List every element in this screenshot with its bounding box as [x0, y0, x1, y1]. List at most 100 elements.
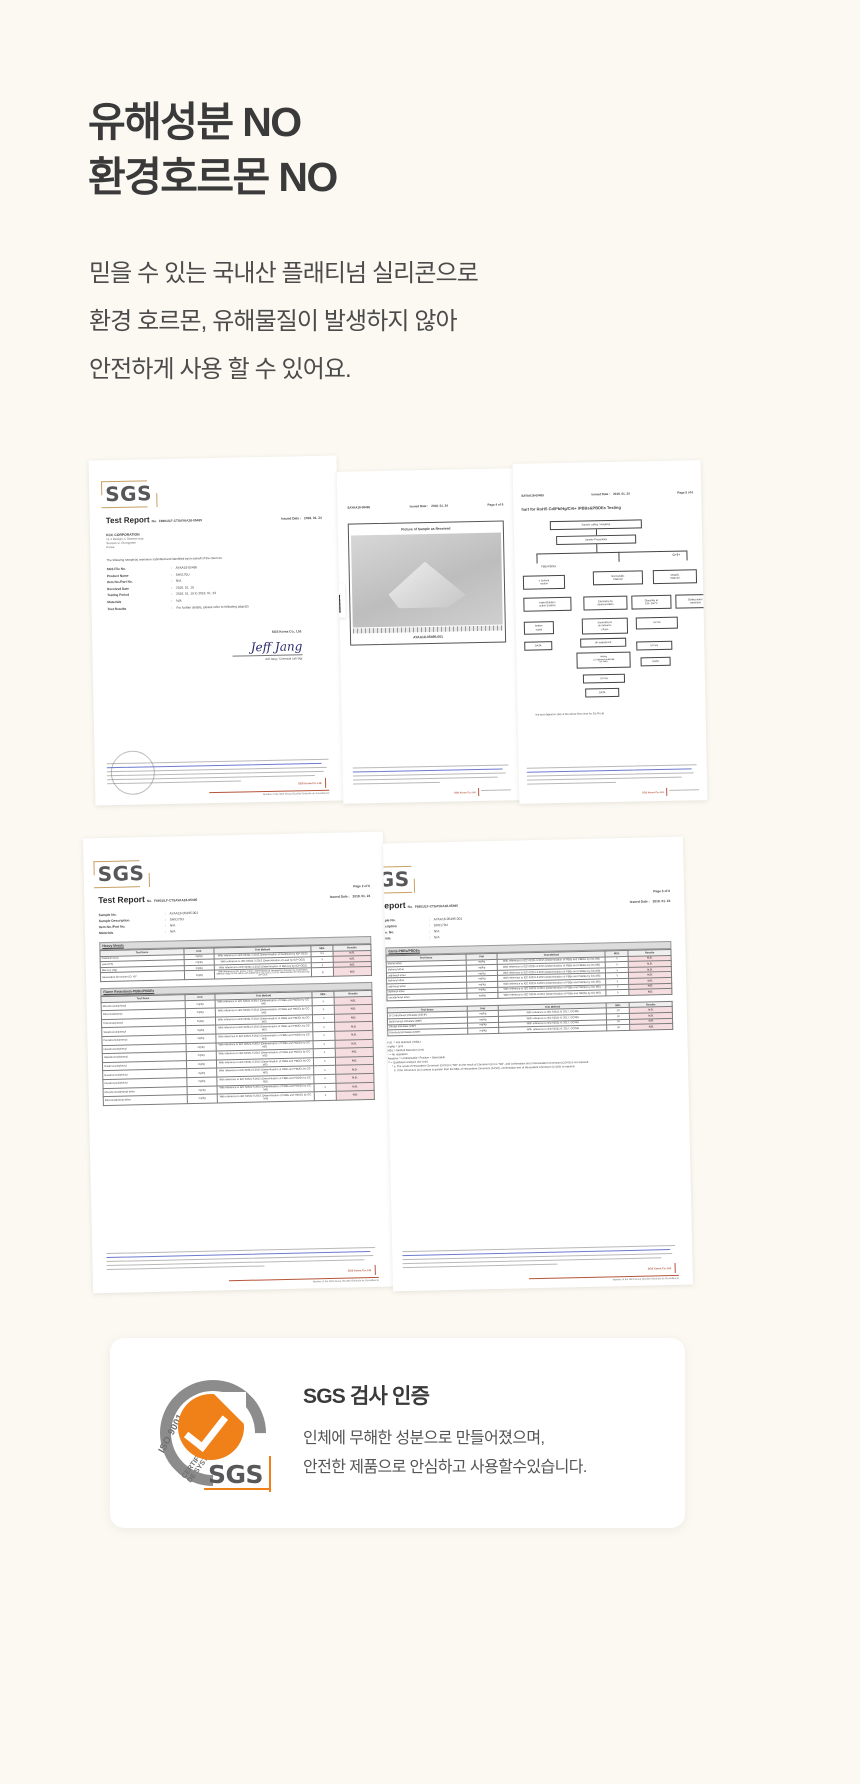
- report-intro: The following sample(s) was/were submitt…: [106, 555, 223, 563]
- cell-item: Dibromodiphenyl ether: [103, 1094, 188, 1106]
- field-label: Product Name: [106, 573, 129, 578]
- pbde-table: Test Items Unit Test Method MDL Results …: [385, 949, 672, 1001]
- sgs-logo-text: SGS: [105, 481, 153, 507]
- cert-title: SGS 검사 인증: [303, 1385, 430, 1408]
- test-report-page-4[interactable]: SAYAA18-05495 Issued Date : 2018. 01. 24…: [336, 468, 522, 804]
- doc3-report-no: SAYAA18-05495: [521, 493, 544, 498]
- cert-text-block: SGS 검사 인증 인체에 무해한 성분으로 만들어졌으며, 안전한 제품으로 …: [303, 1380, 587, 1482]
- flow-node: DATA: [640, 656, 671, 667]
- cell-unit: mg/kg: [466, 992, 499, 999]
- field-label: cription: [384, 924, 397, 929]
- sgs-logo-doc4: SGS: [93, 860, 150, 889]
- cell-method: With reference to IEC 62321-6:2015 (Dete…: [217, 1091, 315, 1103]
- sgs-logo-doc5: GS: [382, 865, 415, 894]
- field-value: For further details, please refer to fol…: [176, 603, 249, 610]
- test-report-page-1[interactable]: SGS Test Report No. F6901/LF-CTSAYAA18-0…: [88, 455, 344, 806]
- report-no: F6901/LF-CTSAYAA18-05495: [158, 518, 202, 524]
- heavy-metals-table: Test Items Unit Test Method MDL Results …: [99, 944, 372, 982]
- doc3-footer-legal: [526, 764, 699, 787]
- field-label: SGS File No.: [106, 566, 126, 572]
- field-value: N/A: [433, 929, 440, 934]
- field-value: AYAA18-05495: [175, 565, 198, 570]
- flow-node: tration/Dilution action Solution: [523, 596, 572, 612]
- flow-node: DATA: [585, 687, 620, 698]
- photo-label: AYAA18-05495.001: [413, 634, 444, 640]
- field-label: o. No.: [384, 930, 395, 935]
- body-line-2: 환경 호르몬, 유해물질이 발생하지 않아: [89, 308, 458, 335]
- cell-item: Diisobutyl phthalate (DIBP): [387, 1028, 468, 1036]
- field-value: SH5170U: [175, 572, 190, 577]
- field-label: Sample Description: [98, 918, 130, 924]
- cell-result: N.D.: [629, 988, 672, 996]
- issued-date: 2018. 01. 24: [303, 515, 322, 521]
- report-no-label: No.: [146, 898, 153, 904]
- sgs-vertical-rule: [269, 1456, 271, 1492]
- cell-mdl: 8: [311, 967, 334, 977]
- flow-node: Dissolving by ultrasonication: [583, 595, 628, 611]
- cell-result: N.D.: [336, 1090, 375, 1100]
- cell-mdl: 5: [606, 989, 630, 996]
- body-line-3: 안전하게 사용 할 수 있어요.: [89, 356, 352, 383]
- cell-method: With reference to IEC 62321-8: 2017, GC/…: [498, 1025, 608, 1034]
- headline-line-2: 환경호르몬 NO: [88, 154, 338, 200]
- flow-node: Cr 6+: [672, 552, 681, 557]
- sgs-logo-doc1: SGS: [100, 480, 158, 509]
- field-label: Test Results: [107, 606, 127, 611]
- field-value: N/A: [169, 929, 176, 934]
- doc4-page: Page 2 of 6: [353, 883, 371, 889]
- flame-retardants-table: Test Items Unit Test Method MDL Results …: [100, 990, 375, 1106]
- report-no: F6901/LF-CTSAYAA18-05495: [154, 897, 198, 903]
- footer-company: SGS Korea Co.,Ltd.: [647, 1266, 672, 1271]
- sgs-logo-text: SGS: [97, 861, 145, 887]
- issued-label: Issued Date :: [329, 894, 350, 899]
- sgs-logo-text: GS: [382, 866, 410, 892]
- issued-date: 2018. 01. 24: [652, 898, 671, 904]
- flow-node: PBBs/PBDEs: [524, 562, 573, 572]
- cell-result: N.D.: [333, 966, 372, 977]
- field-label: Received Date: [107, 586, 129, 591]
- report-no-label: No.: [151, 519, 157, 524]
- test-report-page-3[interactable]: GS eport No. F6901/LF-CTSAYAA18-05495 Is…: [382, 836, 694, 1292]
- report-no-label: No.: [407, 904, 413, 909]
- body-copy-block: 믿을 수 있는 국내산 플래티넘 실리콘으로 환경 호르몬, 유해물질이 발생하…: [89, 250, 479, 394]
- cert-line-2: 안전한 제품으로 안심하고 사용할수있습니다.: [303, 1459, 587, 1476]
- doc2-report-no: SAYAA18-05495: [347, 505, 371, 510]
- cell-mdl: 50: [607, 1024, 630, 1031]
- flowchart: Sample cutting / weighing Sample Prepara…: [522, 514, 708, 732]
- doc4-field-list: Sample No. : AYAA18-05495.001 Sample Des…: [98, 910, 199, 936]
- test-report-page-5[interactable]: SAYAA18-05495 Issued Date : 2018. 01. 24…: [512, 460, 708, 804]
- doc2-issued-label: Issued Date :: [409, 503, 429, 509]
- cell-result: N.D.: [629, 1023, 673, 1031]
- flow-node: Digesting at 150~160℃: [631, 594, 672, 610]
- doc5-notes: N.D. = Not detected (<MDL) mg/kg = ppm M…: [387, 1035, 674, 1074]
- doc2-issued-date: 2018. 01. 24: [431, 503, 449, 508]
- field-value: AYAA18-05495.001: [433, 916, 463, 922]
- sgs-certification-card: CERTIFICATION DE SYSTÈME ISO 9001 SGS SG…: [110, 1338, 685, 1528]
- doc1-stamp: [110, 750, 156, 796]
- flow-node: Metallic Material: [652, 569, 698, 585]
- cell-unit: mg/kg: [467, 1027, 499, 1034]
- field-value: N/A: [176, 598, 182, 603]
- cell-method: With reference to IEC 62321-7:2017, dete…: [214, 968, 312, 979]
- field-label: ple No.: [384, 918, 396, 923]
- flow-node: Boiling water extraction: [675, 593, 708, 609]
- issued-label: Issued Date :: [281, 516, 302, 521]
- test-report-page-2[interactable]: SGS Test Report No. F6901/LF-CTSAYAA18-0…: [82, 831, 394, 1294]
- issued-label: Issued Date :: [629, 899, 650, 904]
- cell-method: With reference to IEC 62321-6:2015 (Dete…: [498, 990, 607, 999]
- flow-node: Nonmetallic Material: [592, 570, 644, 586]
- report-field-list: SGS File No. : AYAA18-05495 Product Name…: [106, 565, 249, 611]
- headline-block: 유해성분 NO 환경호르몬 NO: [88, 95, 338, 205]
- cert-line-1: 인체에 무해한 성분으로 만들어졌으며,: [303, 1430, 545, 1447]
- cell-item: Hexavalent Chromium (Cr VI)*: [100, 971, 185, 982]
- sample-photo-frame: Picture of Sample as Received AYAA18-054…: [347, 520, 507, 646]
- report-no: F6901/LF-CTSAYAA18-05495: [414, 903, 458, 909]
- field-value: 2018. 01. 19: [175, 585, 194, 590]
- cell-unit: mg/kg: [187, 1094, 218, 1104]
- field-label: Materials: [107, 599, 122, 605]
- sgs-underline: [204, 1488, 270, 1490]
- doc2-page: Page 4 of 6: [487, 502, 504, 507]
- field-label: Item No./Part No.: [106, 579, 133, 585]
- sgs-iso9001-logo: CERTIFICATION DE SYSTÈME ISO 9001 SGS: [138, 1358, 288, 1508]
